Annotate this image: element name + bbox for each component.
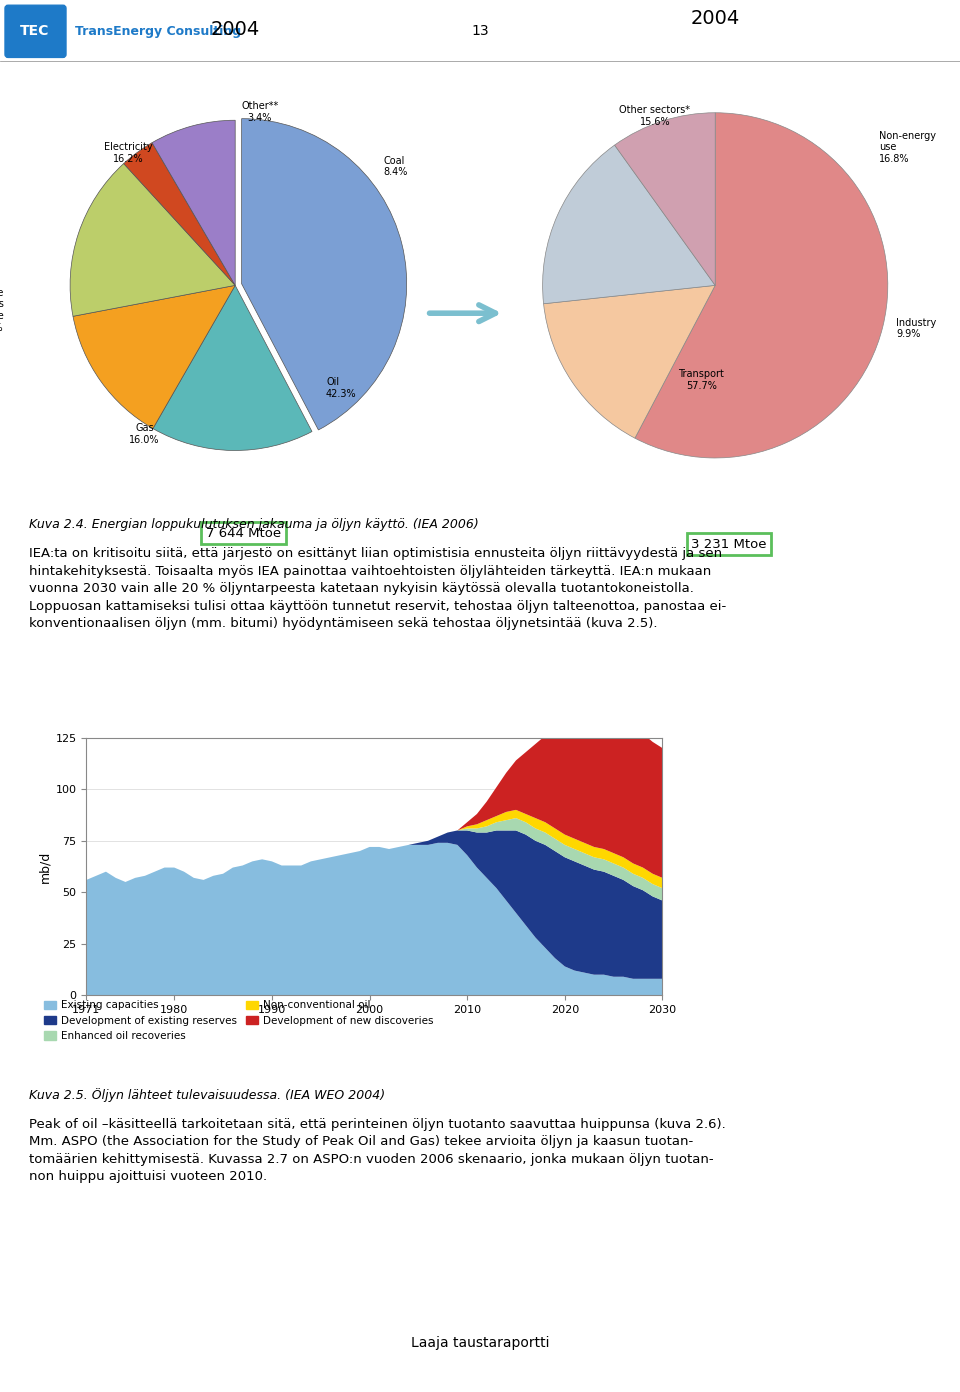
Text: 7 644 Mtoe: 7 644 Mtoe: [205, 526, 281, 540]
Wedge shape: [124, 143, 235, 285]
Wedge shape: [152, 120, 235, 285]
Legend: Existing capacities, Development of existing reserves, Enhanced oil recoveries, : Existing capacities, Development of exis…: [43, 1001, 434, 1041]
Text: Combustible
Renewables
& Waste
13.7%: Combustible Renewables & Waste 13.7%: [0, 288, 4, 333]
Wedge shape: [635, 113, 888, 458]
Text: Electricity
16.2%: Electricity 16.2%: [104, 142, 153, 164]
Text: Industry
9.9%: Industry 9.9%: [897, 317, 937, 340]
Text: Laaja taustaraportti: Laaja taustaraportti: [411, 1336, 549, 1350]
Text: Oil
42.3%: Oil 42.3%: [326, 377, 357, 398]
Text: TransEnergy Consulting: TransEnergy Consulting: [75, 25, 241, 38]
Text: Kuva 2.5. Öljyn lähteet tulevaisuudessa. (IEA WEO 2004): Kuva 2.5. Öljyn lähteet tulevaisuudessa.…: [29, 1089, 385, 1102]
Text: Transport
57.7%: Transport 57.7%: [679, 369, 725, 391]
Wedge shape: [153, 285, 312, 451]
Text: TEC: TEC: [20, 24, 50, 39]
Wedge shape: [73, 285, 235, 429]
Text: 3 231 Mtoe: 3 231 Mtoe: [691, 537, 767, 551]
Text: 13: 13: [471, 24, 489, 39]
Text: IEA:ta on kritisoitu siitä, että järjestö on esittänyt liian optimistisia ennust: IEA:ta on kritisoitu siitä, että järjest…: [29, 547, 726, 631]
Text: Other**
3.4%: Other** 3.4%: [241, 102, 278, 122]
Wedge shape: [70, 164, 235, 316]
Wedge shape: [242, 118, 407, 430]
Title: 2004: 2004: [210, 19, 260, 39]
Title: 2004: 2004: [690, 8, 740, 28]
Text: Coal
8.4%: Coal 8.4%: [384, 156, 408, 177]
Wedge shape: [543, 285, 715, 438]
Text: Gas
16.0%: Gas 16.0%: [130, 423, 159, 445]
Text: Peak of oil –käsitteellä tarkoitetaan sitä, että perinteinen öljyn tuotanto saav: Peak of oil –käsitteellä tarkoitetaan si…: [29, 1118, 726, 1183]
Y-axis label: mb/d: mb/d: [38, 851, 52, 883]
Wedge shape: [542, 145, 715, 303]
Text: Kuva 2.4. Energian loppukulutuksen jakauma ja öljyn käyttö. (IEA 2006): Kuva 2.4. Energian loppukulutuksen jakau…: [29, 518, 478, 530]
FancyBboxPatch shape: [5, 6, 66, 57]
Text: Non-energy
use
16.8%: Non-energy use 16.8%: [879, 131, 936, 164]
Text: Other sectors*
15.6%: Other sectors* 15.6%: [619, 106, 690, 127]
Wedge shape: [614, 113, 715, 285]
